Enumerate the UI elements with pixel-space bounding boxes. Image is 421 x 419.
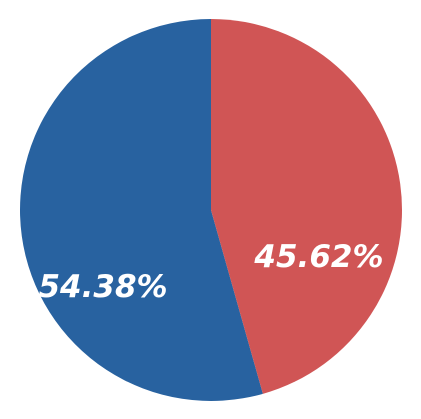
pie-slice-2 (211, 19, 402, 394)
pie-slice-label-2: 45.62% (253, 239, 383, 275)
pie-slice-label-1: 54.38% (38, 269, 167, 305)
pie-slice-1 (19, 19, 263, 402)
pie-slices (19, 19, 402, 402)
pie-data-labels: 54.38% 45.62% (38, 239, 383, 305)
